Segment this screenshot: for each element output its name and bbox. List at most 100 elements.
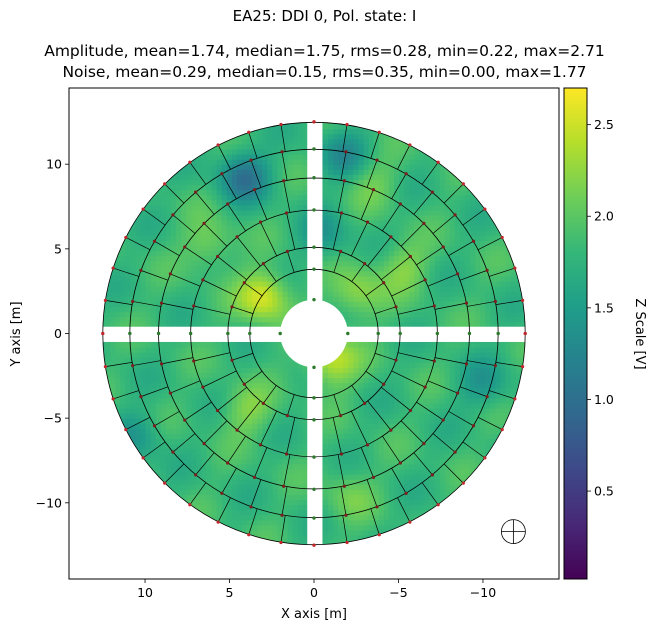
heat-cell <box>256 514 263 521</box>
heat-cell <box>403 494 410 501</box>
heat-cell <box>139 286 146 292</box>
heat-cell <box>180 494 187 501</box>
heat-cell <box>205 250 212 257</box>
heat-cell <box>403 220 410 226</box>
heat-cell <box>210 408 217 414</box>
heat-cell <box>236 286 242 292</box>
heat-cell <box>337 382 344 389</box>
heat-cell <box>271 529 278 536</box>
heat-cell <box>469 357 476 363</box>
heat-cell <box>413 301 420 307</box>
heat-cell <box>383 214 389 221</box>
heat-cell <box>479 275 486 282</box>
heat-cell <box>210 194 217 201</box>
heat-cell <box>165 463 171 470</box>
heat-cell <box>489 270 496 277</box>
heat-cell <box>292 443 298 450</box>
heat-cell <box>266 499 273 506</box>
heat-cell <box>444 301 450 307</box>
heat-cell <box>271 438 278 445</box>
heat-cell <box>363 321 369 328</box>
heat-cell <box>428 296 435 302</box>
heat-cell <box>449 184 455 191</box>
heat-cell <box>383 418 389 424</box>
heat-cell <box>195 448 202 455</box>
heat-cell <box>398 235 405 241</box>
heat-cell <box>418 489 425 495</box>
heat-cell <box>352 453 359 460</box>
heat-cell <box>210 514 217 521</box>
heat-cell <box>484 291 491 297</box>
heat-cell <box>413 479 420 485</box>
heat-cell <box>271 341 278 348</box>
heat-cell <box>337 189 344 196</box>
heat-cell <box>302 123 308 130</box>
heat-cell <box>469 372 476 379</box>
heat-cell <box>256 245 263 252</box>
heat-cell <box>271 408 278 414</box>
heat-cell <box>165 194 171 201</box>
heat-cell <box>449 357 455 363</box>
heat-cell <box>261 306 268 313</box>
heat-cell <box>175 474 182 480</box>
heat-cell <box>129 433 136 440</box>
heat-cell <box>281 204 288 211</box>
heat-cell <box>413 392 420 399</box>
heat-cell <box>378 204 384 211</box>
heat-cell <box>302 189 308 196</box>
heat-cell <box>261 362 268 368</box>
heat-cell <box>459 235 465 241</box>
heat-cell <box>292 448 298 455</box>
heat-cell <box>454 204 460 211</box>
heat-cell <box>261 509 268 516</box>
heat-cell <box>302 413 308 419</box>
heat-cell <box>180 402 187 409</box>
heat-cell <box>347 301 354 307</box>
heat-cell <box>129 281 136 287</box>
heat-cell <box>251 367 258 374</box>
heat-cell <box>439 453 445 460</box>
heat-cell <box>251 341 258 348</box>
heat-cell <box>261 468 268 475</box>
heat-cell <box>241 397 248 404</box>
heat-cell <box>150 443 156 450</box>
heat-cell <box>119 316 126 323</box>
heat-cell <box>210 448 217 455</box>
heat-cell <box>383 184 389 191</box>
heat-cell <box>347 275 354 282</box>
heat-cell <box>145 428 151 434</box>
heat-cell <box>190 189 197 196</box>
heat-cell <box>332 138 339 145</box>
heat-cell <box>352 184 359 191</box>
heat-cell <box>231 270 237 277</box>
heat-cell <box>226 418 232 424</box>
heat-cell <box>332 524 339 531</box>
heat-cell <box>433 352 440 358</box>
heat-cell <box>357 453 364 460</box>
heat-cell <box>439 240 445 247</box>
heat-cell <box>185 413 192 419</box>
heat-cell <box>175 220 182 226</box>
heat-cell <box>510 296 516 302</box>
heat-cell <box>393 265 400 272</box>
heat-cell <box>155 225 161 231</box>
heat-cell <box>398 377 405 384</box>
heat-cell <box>231 504 237 511</box>
heat-cell <box>165 347 171 353</box>
heat-cell <box>378 392 384 399</box>
heat-cell <box>347 438 354 445</box>
heat-cell <box>241 423 248 429</box>
heat-cell <box>428 301 435 307</box>
heat-cell <box>221 519 227 526</box>
heat-cell <box>246 255 253 262</box>
heat-cell <box>403 301 410 307</box>
heat-cell <box>266 402 273 409</box>
heat-cell <box>373 377 379 384</box>
heat-cell <box>150 316 156 323</box>
heat-cell <box>383 372 389 379</box>
heat-cell <box>119 382 126 389</box>
heat-cell <box>261 240 268 247</box>
heat-cell <box>165 448 171 455</box>
heat-cell <box>368 382 374 389</box>
heat-cell <box>292 468 298 475</box>
